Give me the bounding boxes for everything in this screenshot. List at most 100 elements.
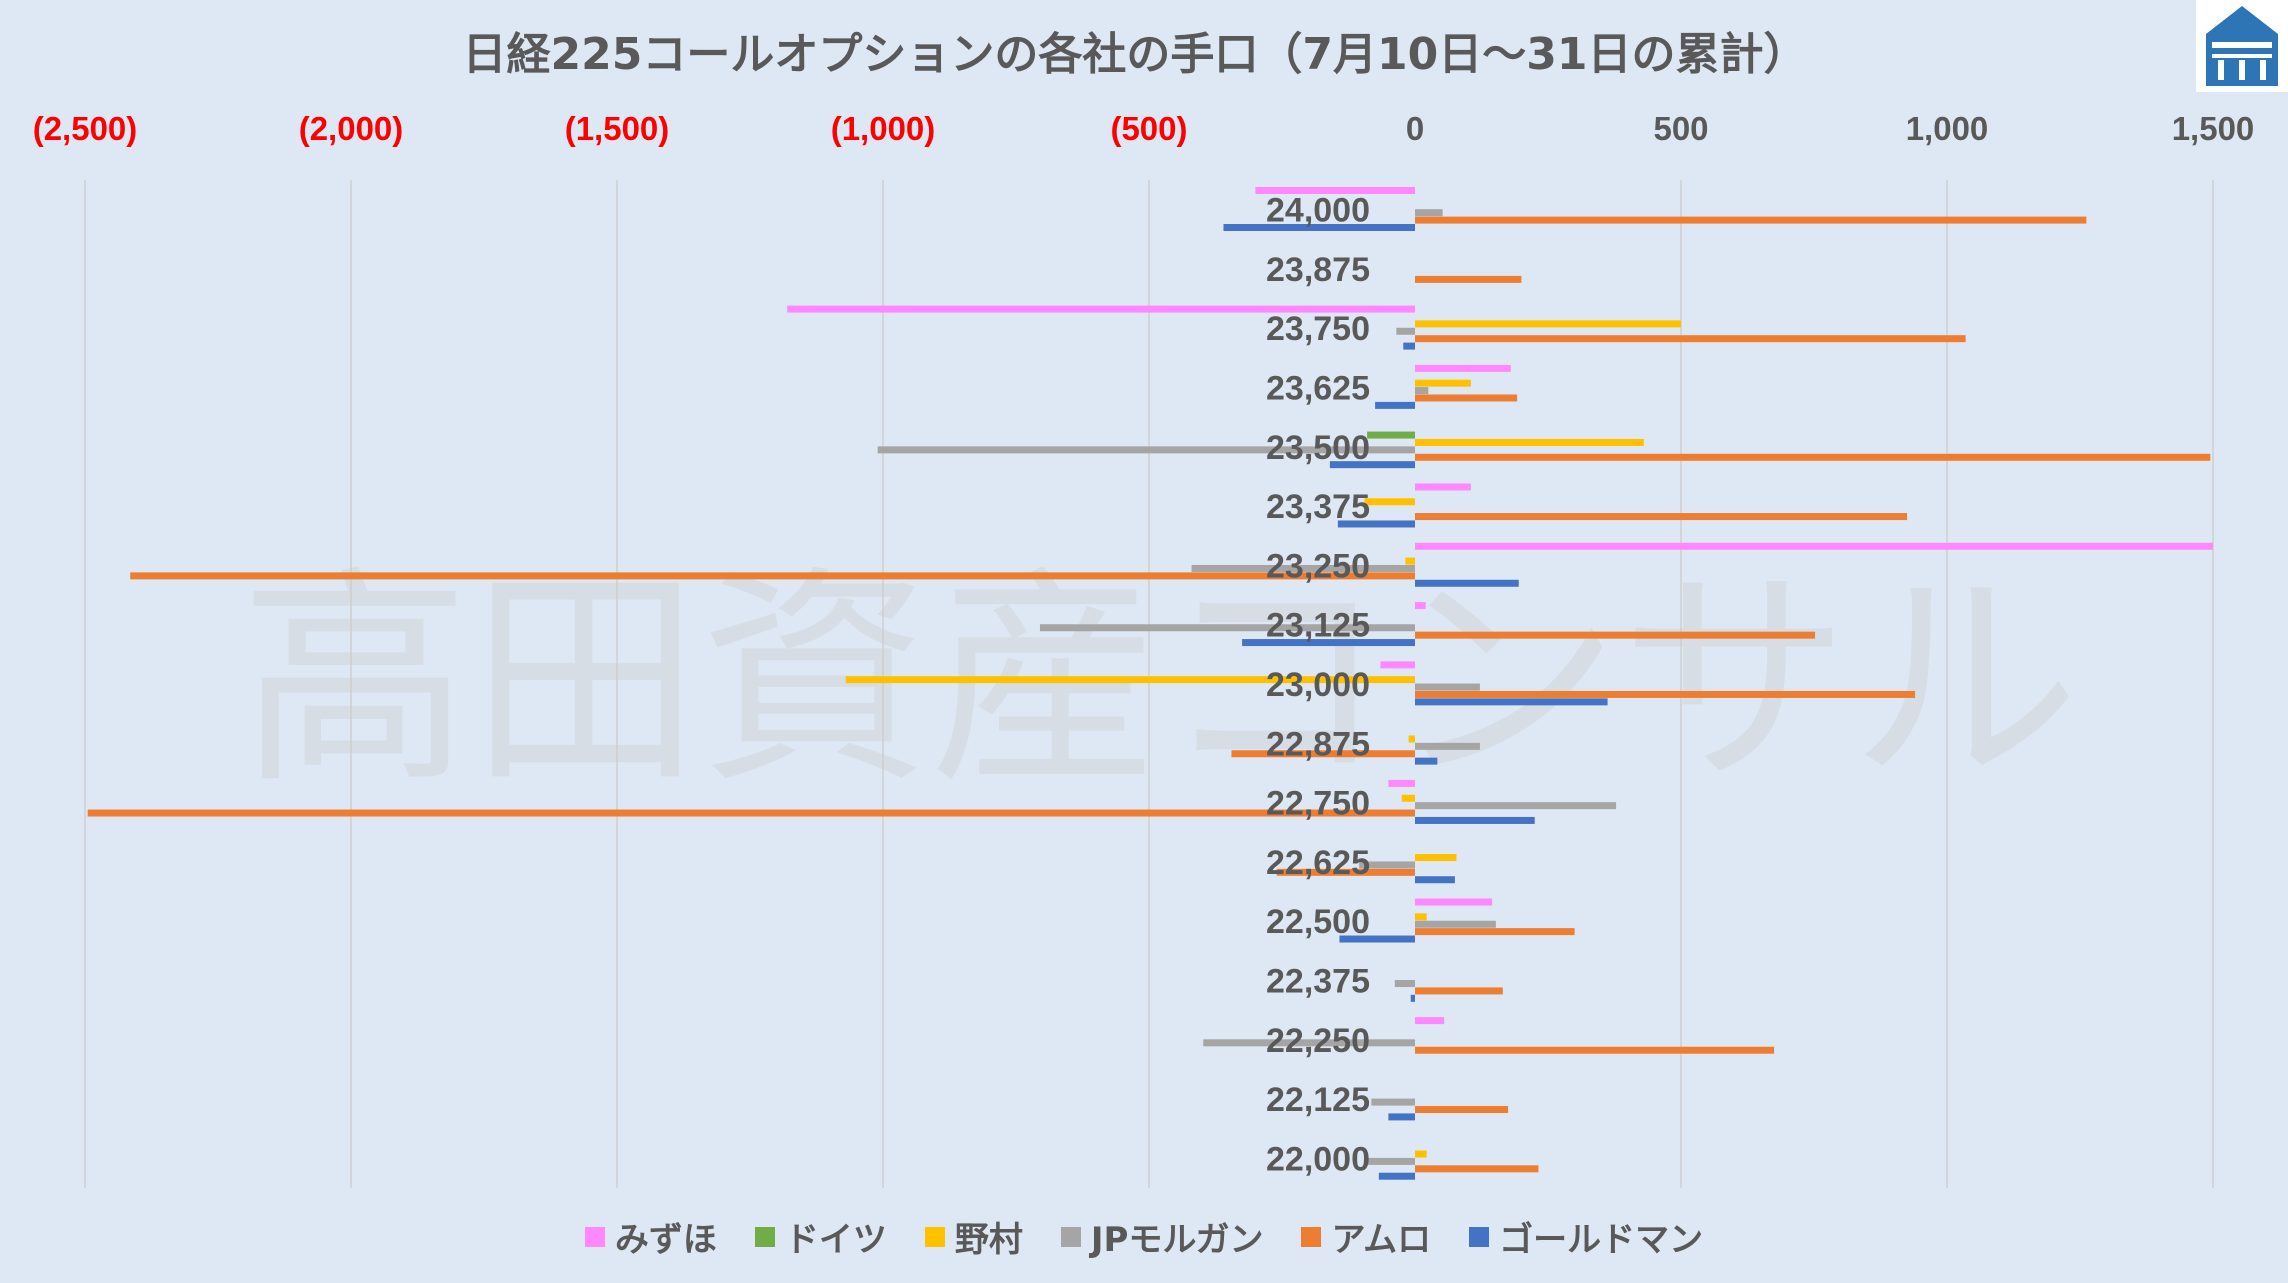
bar <box>1242 639 1415 647</box>
category-label: 23,250 <box>1266 547 1370 585</box>
bar <box>1415 379 1471 387</box>
legend-swatch <box>1469 1226 1490 1247</box>
category-label: 23,625 <box>1266 370 1370 408</box>
x-tick-label: 500 <box>1653 110 1708 147</box>
legend-item: ドイツ <box>754 1212 887 1261</box>
bar <box>1401 794 1415 802</box>
bar <box>1415 394 1518 402</box>
bar <box>1359 861 1415 869</box>
legend-item: 野村 <box>924 1212 1023 1261</box>
legend-swatch <box>924 1226 945 1247</box>
bar <box>1408 735 1415 743</box>
bar <box>1415 816 1535 824</box>
category-label: 22,250 <box>1266 1022 1370 1060</box>
bar <box>1329 461 1415 469</box>
bar <box>1415 275 1522 283</box>
bar <box>1415 631 1816 639</box>
bar <box>1415 1017 1445 1025</box>
bar <box>787 305 1415 313</box>
legend-item: アムロ <box>1301 1212 1431 1261</box>
category-label: 23,750 <box>1266 310 1370 348</box>
legend-label: ドイツ <box>784 1220 887 1260</box>
bar <box>1415 513 1908 521</box>
bar <box>1415 690 1916 698</box>
bar <box>1415 802 1617 810</box>
legend-label: JPモルガン <box>1090 1220 1264 1260</box>
bar <box>1415 387 1429 395</box>
legend-swatch <box>1060 1226 1081 1247</box>
bar <box>1415 602 1426 610</box>
bar <box>1388 779 1415 787</box>
x-tick-label: (1,000) <box>831 110 936 147</box>
bar <box>1415 1106 1509 1114</box>
bar <box>1231 750 1415 758</box>
bar <box>1339 935 1415 943</box>
bar <box>1415 898 1493 906</box>
bar <box>1415 216 2087 224</box>
legend-swatch <box>584 1226 605 1247</box>
bar <box>1415 453 2211 461</box>
bar <box>1415 335 1966 343</box>
bar <box>1415 483 1471 491</box>
legend: みずほ ドイツ 野村 JPモルガン アムロ ゴールドマン <box>0 1212 2288 1261</box>
bar <box>1415 928 1575 936</box>
bar <box>1415 920 1496 928</box>
category-label: 23,500 <box>1266 429 1370 467</box>
bar <box>1415 854 1457 862</box>
category-label: 22,500 <box>1266 903 1370 941</box>
legend-label: 野村 <box>954 1220 1023 1260</box>
bar <box>1415 742 1480 750</box>
bar <box>1415 364 1511 372</box>
legend-item: ゴールドマン <box>1469 1212 1703 1261</box>
x-tick-label: (2,500) <box>33 110 138 147</box>
x-tick-label: 1,000 <box>1906 110 1989 147</box>
company-logo-icon <box>2196 0 2288 92</box>
bar <box>1276 868 1415 876</box>
x-tick-label: (2,000) <box>299 110 404 147</box>
bar <box>1337 520 1415 528</box>
legend-label: みずほ <box>614 1220 717 1260</box>
bar <box>1223 224 1415 231</box>
bar <box>1415 542 2213 550</box>
bar <box>1410 994 1415 1002</box>
category-label: 23,125 <box>1266 607 1370 645</box>
bar <box>1403 342 1415 350</box>
bar <box>1388 1113 1415 1121</box>
bar <box>1415 438 1644 446</box>
bar <box>1039 624 1415 632</box>
bar <box>1415 320 1681 328</box>
bar <box>1364 498 1415 506</box>
bar <box>1366 1157 1415 1165</box>
bar <box>130 572 1416 580</box>
category-label: 22,375 <box>1266 962 1370 1000</box>
bar <box>1415 209 1443 217</box>
x-tick-label: (1,500) <box>565 110 670 147</box>
x-tick-label: 1,500 <box>2172 110 2255 147</box>
bar <box>1203 1039 1415 1047</box>
bar <box>1405 557 1415 565</box>
bar <box>1380 661 1415 669</box>
category-label: 22,000 <box>1266 1140 1370 1178</box>
category-label: 23,875 <box>1266 251 1370 289</box>
bar <box>845 676 1415 684</box>
x-tick-label: (500) <box>1110 110 1187 147</box>
bar <box>1415 579 1519 587</box>
bar <box>1415 757 1438 765</box>
bar <box>1415 1150 1427 1158</box>
legend-item: JPモルガン <box>1060 1212 1264 1261</box>
bar <box>1255 187 1415 194</box>
legend-label: ゴールドマン <box>1499 1220 1704 1260</box>
bar <box>1371 1098 1415 1106</box>
category-label: 22,750 <box>1266 785 1370 823</box>
legend-item: みずほ <box>584 1212 717 1261</box>
category-label: 23,375 <box>1266 488 1370 526</box>
category-label: 22,125 <box>1266 1081 1370 1119</box>
chart-title: 日経225コールオプションの各社の手口（7月10日～31日の累計） <box>462 29 1808 80</box>
bar <box>1378 1172 1415 1180</box>
bar <box>1191 564 1415 572</box>
category-label: 22,875 <box>1266 725 1370 763</box>
bar <box>1415 683 1480 691</box>
category-label: 23,000 <box>1266 666 1370 704</box>
legend-label: アムロ <box>1331 1220 1432 1260</box>
